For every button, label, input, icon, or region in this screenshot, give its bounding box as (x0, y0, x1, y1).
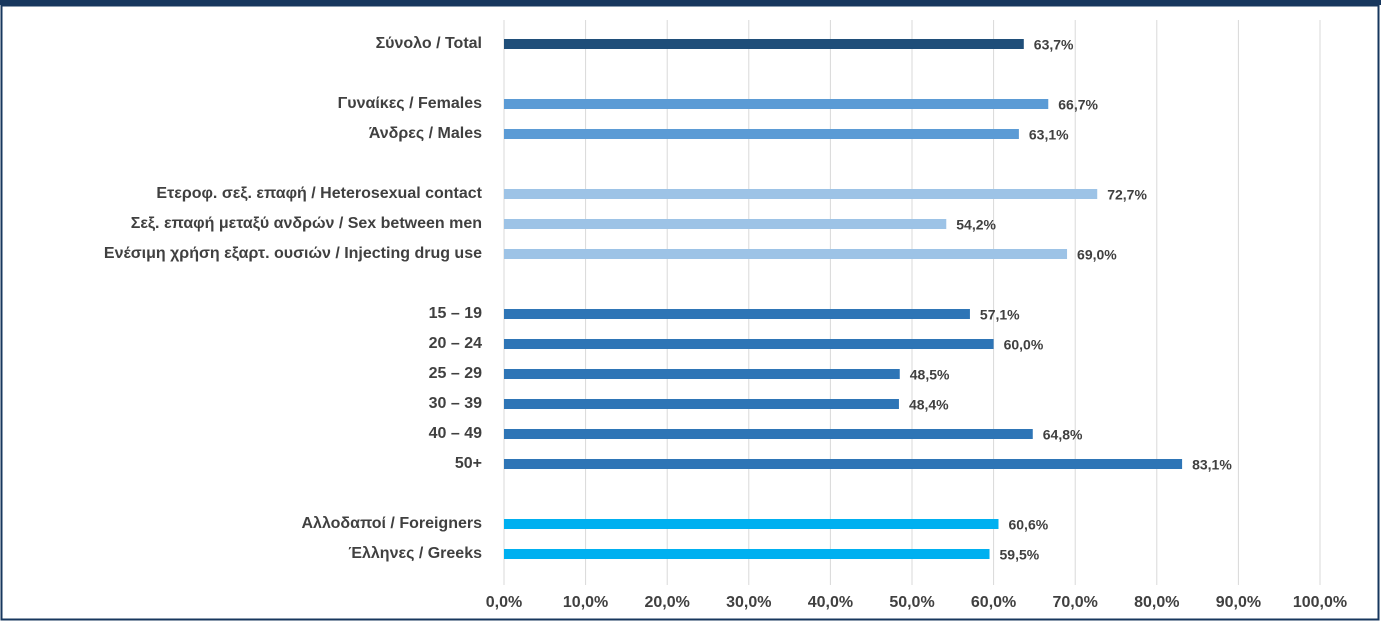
bar (504, 369, 900, 379)
bar (504, 459, 1183, 469)
x-tick-label: 90,0% (1216, 594, 1261, 611)
y-tick-label: Σύνολο / Total (376, 35, 482, 52)
value-label: 57,1% (980, 307, 1020, 323)
y-tick-label: 50+ (455, 455, 482, 472)
bar (504, 219, 947, 229)
value-label: 66,7% (1058, 97, 1098, 113)
value-label: 48,4% (909, 397, 949, 413)
y-tick-label: Σεξ. επαφή μεταξύ ανδρών / Sex between m… (131, 215, 482, 232)
y-tick-label: Άνδρες / Males (369, 125, 482, 142)
y-tick-label: Γυναίκες / Females (338, 95, 482, 112)
bar (504, 339, 994, 349)
x-tick-label: 50,0% (889, 594, 934, 611)
top-band (0, 0, 1381, 5)
bar (504, 189, 1098, 199)
value-label: 48,5% (910, 367, 950, 383)
bar (504, 309, 970, 319)
x-tick-label: 70,0% (1053, 594, 1098, 611)
bar (504, 549, 990, 559)
y-tick-label: Έλληνες / Greeks (348, 545, 482, 562)
value-label: 60,6% (1008, 517, 1048, 533)
value-label: 63,7% (1034, 37, 1074, 53)
bar (504, 129, 1019, 139)
value-label: 83,1% (1192, 457, 1232, 473)
x-tick-label: 100,0% (1293, 594, 1347, 611)
value-label: 69,0% (1077, 247, 1117, 263)
value-label: 64,8% (1043, 427, 1083, 443)
y-tick-label: Ετεροφ. σεξ. επαφή / Heterosexual contac… (156, 185, 482, 202)
bar (504, 399, 899, 409)
x-tick-label: 40,0% (808, 594, 853, 611)
y-tick-label: 30 – 39 (429, 395, 482, 412)
frame (0, 4, 1380, 621)
y-tick-label: Αλλοδαποί / Foreigners (301, 515, 482, 532)
value-label: 60,0% (1004, 337, 1044, 353)
y-tick-label: 20 – 24 (429, 335, 482, 352)
value-label: 72,7% (1107, 187, 1147, 203)
x-tick-label: 10,0% (563, 594, 608, 611)
x-tick-label: 0,0% (486, 594, 522, 611)
y-tick-label: 15 – 19 (429, 305, 482, 322)
bar (504, 39, 1024, 49)
y-tick-label: 25 – 29 (429, 365, 482, 382)
value-label: 54,2% (956, 217, 996, 233)
x-tick-label: 30,0% (726, 594, 771, 611)
bar (504, 249, 1068, 259)
x-tick-label: 20,0% (645, 594, 690, 611)
bar (504, 429, 1033, 439)
bar (504, 99, 1049, 109)
value-label: 63,1% (1029, 127, 1069, 143)
x-tick-label: 80,0% (1134, 594, 1179, 611)
x-tick-label: 60,0% (971, 594, 1016, 611)
y-tick-label: Ενέσιμη χρήση εξαρτ. ουσιών / Injecting … (104, 245, 482, 262)
y-tick-label: 40 – 49 (429, 425, 482, 442)
bar (504, 519, 999, 529)
value-label: 59,5% (1000, 547, 1040, 563)
